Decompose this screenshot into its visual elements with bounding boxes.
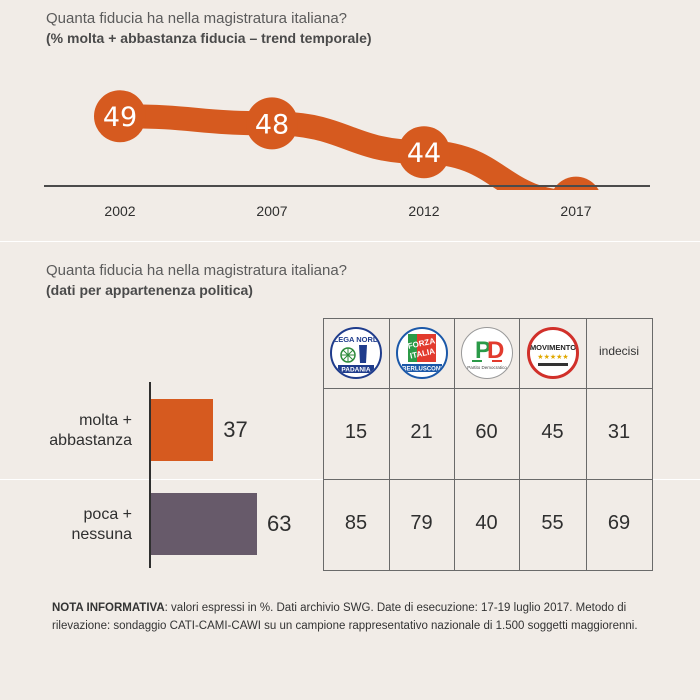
- trend-x-tick-label: 2012: [408, 203, 440, 219]
- bar: [151, 399, 214, 461]
- lega-nord-logo: LEGA NORD PADANIA: [330, 327, 382, 379]
- trend-x-tick-label: 2017: [560, 203, 592, 219]
- table-row-line: [323, 479, 653, 480]
- table-cell: 45: [541, 421, 564, 443]
- table-cell: 69: [607, 512, 631, 534]
- bar: [151, 493, 257, 555]
- table-cell: 21: [410, 421, 433, 443]
- table-col-line: [454, 318, 455, 570]
- trend-x-tick-label: 2007: [256, 203, 288, 219]
- table-col-line: [519, 318, 520, 570]
- trend-data-label: 48: [255, 109, 289, 140]
- svg-text:D: D: [487, 337, 504, 364]
- trend-data-label: 44: [407, 138, 441, 169]
- trend-chart: 49 48 44 37: [94, 90, 599, 190]
- table-col-line: [586, 318, 587, 570]
- table-header-indecisi: indecisi: [598, 344, 640, 358]
- table-col-line: [652, 318, 653, 570]
- section-divider: [0, 241, 700, 242]
- table-cell: 55: [541, 512, 564, 534]
- note-text: : valori espressi in %. Dati archivio SW…: [52, 602, 638, 632]
- trend-data-label: 49: [103, 102, 137, 133]
- breakdown-subtitle: (dati per appartenenza politica): [46, 282, 253, 298]
- partito-democratico-logo: P D Partito Democratico: [460, 327, 513, 379]
- svg-text:LEGA NORD: LEGA NORD: [334, 335, 379, 344]
- svg-text:P: P: [475, 337, 491, 364]
- bar-data-label: 63: [267, 511, 292, 536]
- forza-italia-logo: FORZA ITALIA BERLUSCONI: [395, 327, 448, 379]
- breakdown-title: Quanta fiducia ha nella magistratura ita…: [46, 262, 348, 279]
- trend-data-label: 37: [559, 189, 593, 190]
- bar-category-label: poca + nessuna: [20, 505, 133, 545]
- table-row-line: [323, 318, 653, 319]
- svg-text:Partito Democratico: Partito Democratico: [467, 365, 507, 370]
- bar-data-label: 37: [223, 417, 248, 442]
- table-row-line: [323, 388, 653, 389]
- bar-label-line: nessuna: [71, 526, 133, 543]
- bar-label-line: molta +: [79, 412, 132, 429]
- table-cell: 31: [607, 421, 631, 443]
- trend-point: [246, 97, 298, 150]
- trend-point: [398, 126, 450, 179]
- trend-title: Quanta fiducia ha nella magistratura ita…: [46, 10, 348, 27]
- table-cell: 85: [344, 512, 368, 534]
- svg-text:MOVIMENTO: MOVIMENTO: [530, 343, 576, 352]
- trend-point: [94, 90, 146, 143]
- trend-series-line: [108, 104, 563, 190]
- trend-subtitle: (% molta + abbastanza fiducia – trend te…: [46, 30, 372, 46]
- table-col-line: [389, 318, 390, 570]
- movimento-5-stelle-logo: MOVIMENTO ★★★★★: [526, 327, 579, 379]
- svg-text:★★★★★: ★★★★★: [537, 353, 568, 361]
- svg-text:BERLUSCONI: BERLUSCONI: [402, 367, 442, 373]
- note: NOTA INFORMATIVA: valori espressi in %. …: [52, 599, 672, 635]
- bar-label-line: abbastanza: [49, 432, 132, 449]
- note-bold: NOTA INFORMATIVA: [52, 602, 165, 614]
- table-cell: 40: [475, 512, 498, 534]
- table-col-line: [323, 318, 324, 570]
- bar-label-line: poca +: [83, 506, 132, 523]
- bar-axis: [149, 382, 151, 568]
- table-cell: 15: [344, 421, 368, 443]
- svg-text:PADANIA: PADANIA: [341, 367, 370, 374]
- trend-x-tick-label: 2002: [104, 203, 136, 219]
- table-cell: 60: [475, 421, 498, 443]
- table-row-line: [323, 570, 653, 571]
- bar-category-label: molta + abbastanza: [20, 411, 132, 451]
- table-cell: 79: [410, 512, 433, 534]
- trend-axis: [44, 185, 650, 187]
